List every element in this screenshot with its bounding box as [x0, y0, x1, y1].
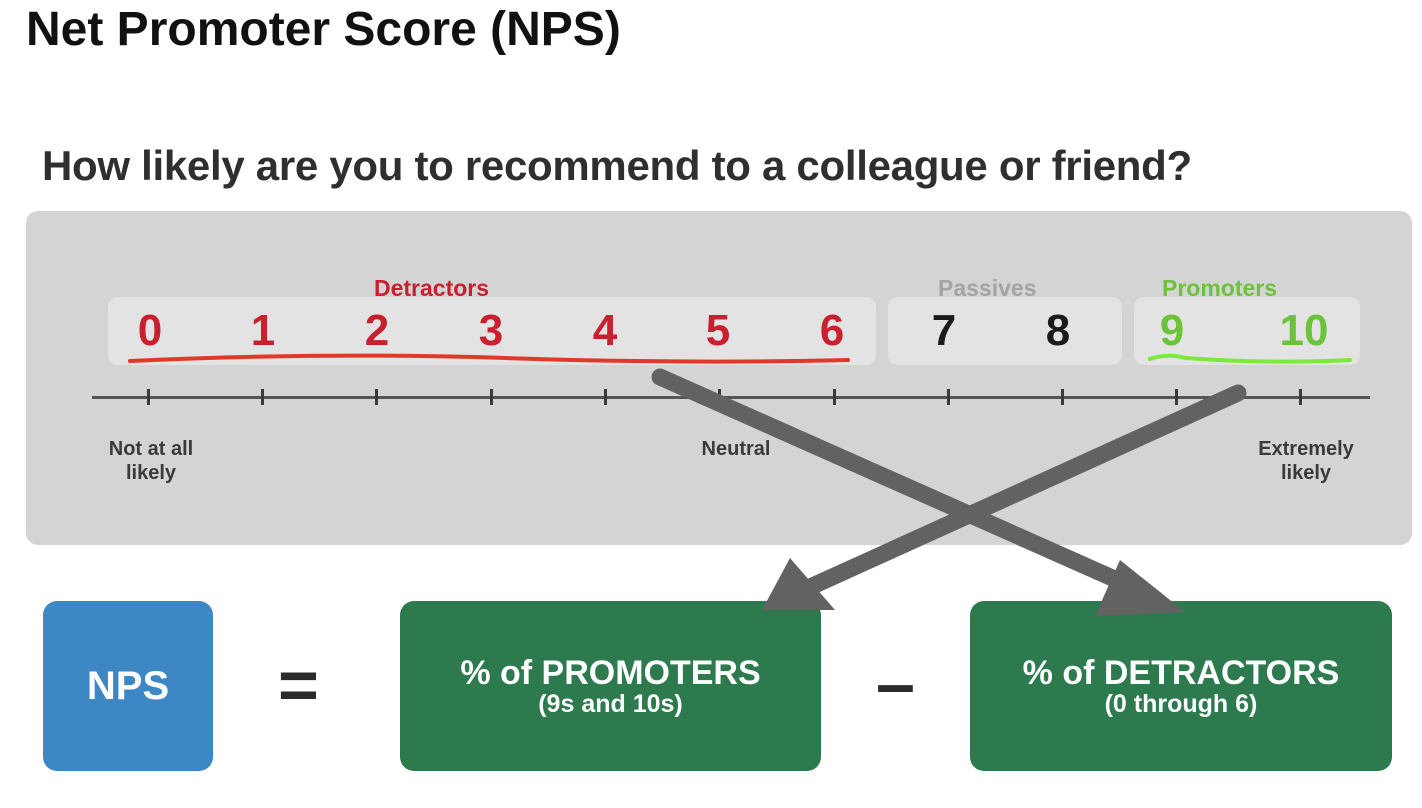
score-9[interactable]: 9	[1159, 306, 1185, 355]
promoters-range-label: (9s and 10s)	[538, 690, 683, 718]
score-0[interactable]: 0	[137, 306, 163, 355]
detractors-range-label: (0 through 6)	[1104, 690, 1258, 718]
scale-panel: Detractors Passives Promoters 0 1 2 3 4 …	[26, 211, 1412, 545]
tick-8	[1061, 389, 1064, 405]
page-title: Net Promoter Score (NPS)	[26, 3, 621, 56]
score-8[interactable]: 8	[1045, 306, 1071, 355]
passives-pill	[888, 297, 1122, 365]
tick-7	[947, 389, 950, 405]
score-6[interactable]: 6	[819, 306, 845, 355]
tick-3	[490, 389, 493, 405]
nps-box: NPS	[43, 601, 213, 771]
detractors-percent-label: % of DETRACTORS	[1022, 654, 1340, 692]
tick-9	[1175, 389, 1178, 405]
tick-6	[833, 389, 836, 405]
anchor-extremely-likely: Extremely likely	[1258, 438, 1354, 484]
score-5[interactable]: 5	[705, 306, 731, 355]
detractors-label: Detractors	[374, 275, 490, 301]
scale-axis	[92, 396, 1370, 399]
detractors-pill	[108, 297, 876, 365]
equals-sign: =	[278, 646, 319, 724]
anchor-not-at-all-likely: Not at all likely	[108, 438, 194, 484]
nps-label: NPS	[86, 664, 170, 708]
score-7[interactable]: 7	[931, 306, 957, 355]
score-underlines	[128, 353, 1352, 364]
tick-1	[261, 389, 264, 405]
tick-2	[375, 389, 378, 405]
promoters-label: Promoters	[1162, 275, 1278, 301]
promoters-box: % of PROMOTERS (9s and 10s)	[400, 601, 821, 771]
tick-10	[1299, 389, 1302, 405]
promoters-underline	[1148, 353, 1352, 364]
promoters-percent-label: % of PROMOTERS	[460, 654, 761, 692]
tick-5	[718, 389, 721, 405]
passives-label: Passives	[938, 275, 1037, 301]
score-2[interactable]: 2	[364, 306, 390, 355]
tick-0	[147, 389, 150, 405]
anchor-neutral: Neutral	[701, 438, 771, 460]
score-3[interactable]: 3	[478, 306, 504, 355]
score-4[interactable]: 4	[592, 306, 618, 355]
detractors-underline	[128, 353, 850, 364]
promoters-pill	[1134, 297, 1360, 365]
minus-sign: –	[876, 644, 915, 722]
score-10[interactable]: 10	[1279, 306, 1329, 355]
detractors-box: % of DETRACTORS (0 through 6)	[970, 601, 1392, 771]
tick-4	[604, 389, 607, 405]
survey-question: How likely are you to recommend to a col…	[42, 142, 1192, 189]
score-1[interactable]: 1	[250, 306, 276, 355]
